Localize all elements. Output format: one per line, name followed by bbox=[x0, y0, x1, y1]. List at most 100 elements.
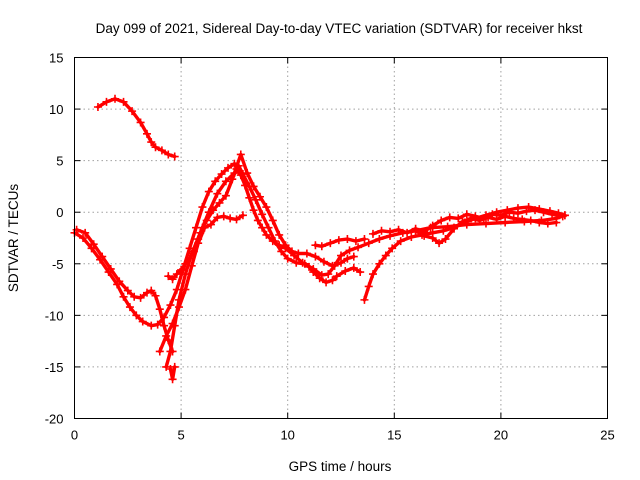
data-point-marker bbox=[281, 244, 290, 253]
data-point-marker bbox=[224, 163, 233, 172]
data-point-marker bbox=[130, 292, 139, 301]
data-point-marker bbox=[72, 225, 81, 234]
plot-frame bbox=[74, 57, 608, 419]
data-point-marker bbox=[181, 270, 190, 279]
data-point-marker bbox=[349, 263, 358, 272]
data-point-marker bbox=[123, 286, 132, 295]
data-point-marker bbox=[458, 217, 467, 226]
data-point-marker bbox=[181, 259, 190, 268]
data-point-marker bbox=[341, 267, 350, 276]
data-point-marker bbox=[111, 94, 120, 103]
y-tick-label: 15 bbox=[49, 51, 63, 66]
data-point-marker bbox=[136, 118, 145, 127]
y-tick-label: 10 bbox=[49, 102, 63, 117]
data-point-marker bbox=[251, 195, 260, 204]
data-point-marker bbox=[255, 192, 264, 201]
data-point-marker bbox=[428, 234, 437, 242]
data-point-marker bbox=[213, 213, 222, 222]
data-point-marker bbox=[360, 235, 369, 244]
data-point-marker bbox=[170, 321, 179, 330]
series-track-3 bbox=[72, 225, 177, 356]
data-point-marker bbox=[368, 229, 377, 238]
data-point-marker bbox=[172, 270, 181, 279]
chart-title: Day 099 of 2021, Sidereal Day-to-day VTE… bbox=[96, 21, 583, 36]
data-point-marker bbox=[198, 203, 207, 212]
y-tick-label: -20 bbox=[45, 412, 64, 427]
data-point-marker bbox=[328, 261, 337, 270]
data-point-marker bbox=[236, 171, 245, 180]
data-point-marker bbox=[162, 331, 171, 340]
data-point-marker bbox=[509, 214, 518, 223]
data-point-marker bbox=[128, 107, 137, 116]
data-point-marker bbox=[351, 237, 360, 246]
data-point-marker bbox=[332, 272, 341, 281]
data-point-marker bbox=[151, 291, 160, 300]
data-point-marker bbox=[194, 235, 203, 244]
data-point-marker bbox=[354, 243, 363, 252]
data-point-marker bbox=[119, 292, 128, 301]
data-point-marker bbox=[241, 181, 250, 190]
data-point-marker bbox=[125, 303, 134, 312]
data-point-marker bbox=[253, 216, 262, 225]
data-point-marker bbox=[177, 265, 186, 274]
data-point-marker bbox=[147, 286, 156, 295]
data-point-marker bbox=[435, 239, 444, 248]
data-point-marker bbox=[324, 270, 333, 279]
y-tick-label: 5 bbox=[56, 154, 63, 169]
data-point-marker bbox=[411, 226, 420, 235]
data-point-marker bbox=[531, 206, 540, 215]
data-point-marker bbox=[155, 305, 164, 314]
data-point-marker bbox=[462, 210, 471, 219]
data-point-marker bbox=[375, 259, 384, 268]
data-point-marker bbox=[268, 237, 277, 246]
data-point-marker bbox=[548, 210, 557, 219]
data-point-marker bbox=[164, 150, 173, 159]
data-point-marker bbox=[317, 242, 326, 251]
data-point-marker bbox=[213, 189, 222, 198]
data-point-marker bbox=[138, 317, 147, 326]
data-point-marker bbox=[294, 249, 303, 258]
data-point-marker bbox=[236, 150, 245, 159]
data-point-marker bbox=[204, 187, 213, 196]
data-point-marker bbox=[89, 240, 98, 249]
data-point-marker bbox=[356, 268, 365, 277]
y-tick-label: -5 bbox=[52, 257, 64, 272]
data-point-marker bbox=[315, 274, 324, 283]
data-point-marker bbox=[151, 143, 160, 152]
data-point-marker bbox=[206, 220, 215, 229]
data-point-marker bbox=[209, 206, 218, 215]
data-point-marker bbox=[396, 237, 405, 246]
data-point-marker bbox=[168, 275, 177, 284]
data-point-marker bbox=[539, 208, 548, 217]
data-point-marker bbox=[522, 207, 531, 216]
series-track-8 bbox=[311, 235, 369, 251]
data-point-marker bbox=[439, 226, 448, 235]
data-point-marker bbox=[249, 182, 258, 191]
data-point-marker bbox=[420, 231, 429, 240]
data-point-marker bbox=[87, 244, 96, 253]
data-point-marker bbox=[558, 212, 567, 221]
data-point-marker bbox=[290, 251, 299, 260]
data-point-marker bbox=[337, 258, 345, 267]
data-point-marker bbox=[153, 320, 162, 329]
data-point-marker bbox=[147, 138, 156, 147]
data-point-marker bbox=[345, 246, 354, 255]
data-point-marker bbox=[481, 219, 490, 228]
series-track-6 bbox=[164, 164, 365, 287]
data-point-marker bbox=[102, 97, 111, 106]
data-point-marker bbox=[228, 175, 237, 184]
data-point-marker bbox=[437, 216, 446, 225]
x-tick-label: 25 bbox=[600, 428, 614, 443]
data-point-marker bbox=[174, 295, 183, 304]
data-point-marker bbox=[386, 227, 395, 236]
data-point-marker bbox=[388, 244, 397, 253]
data-point-marker bbox=[407, 232, 416, 241]
data-point-marker bbox=[364, 239, 373, 248]
plot-series bbox=[70, 94, 569, 384]
data-point-marker bbox=[185, 254, 194, 263]
data-point-marker bbox=[238, 211, 247, 220]
data-point-marker bbox=[298, 258, 307, 267]
data-point-marker bbox=[142, 288, 151, 297]
